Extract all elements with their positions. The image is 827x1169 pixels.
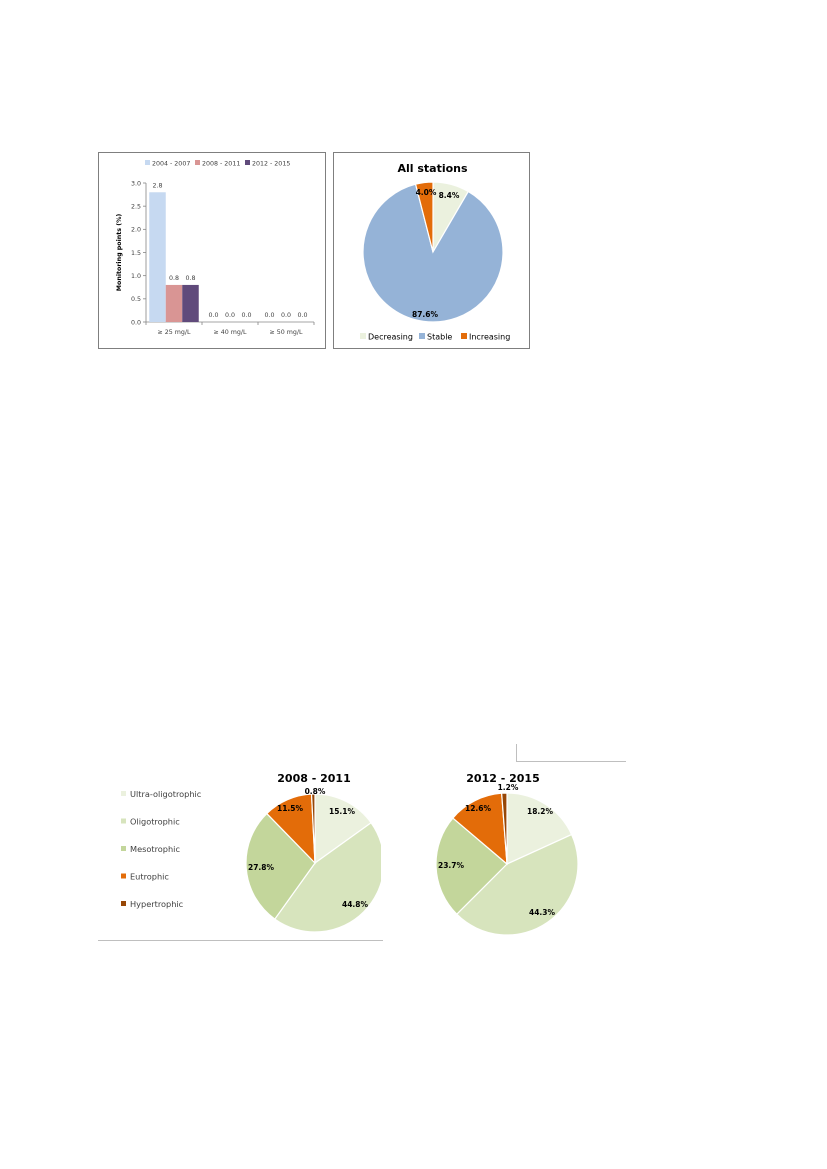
- slice-label: 4.0%: [416, 188, 437, 197]
- pie-slice: [362, 183, 504, 323]
- pie-slice: [310, 793, 316, 864]
- slice-label: 18.2%: [527, 807, 554, 816]
- divider-line: [516, 744, 517, 762]
- legend-label: Mesotrophic: [130, 844, 180, 854]
- pie-slice: [501, 792, 508, 865]
- pie-slice: [452, 792, 508, 866]
- legend-label: Increasing: [469, 333, 510, 342]
- y-tick-label: 1.0: [131, 273, 141, 280]
- legend-label: Decreasing: [368, 333, 413, 342]
- y-tick-label: 0.0: [131, 319, 141, 326]
- legend-label: 2008 - 2011: [202, 161, 240, 168]
- slice-label: 44.8%: [342, 900, 369, 909]
- bar: [182, 284, 199, 322]
- legend-label: 2012 - 2015: [252, 161, 290, 168]
- all-stations-pie-chart: All stations 8.4% 87.6% 4.0% Decreasing Stabl…: [360, 162, 510, 342]
- all-stations-pie-panel: All stations 8.4% 87.6% 4.0% Decreasing Stabl…: [333, 152, 530, 349]
- legend-swatch: [121, 901, 126, 906]
- legend-swatch: [419, 333, 425, 339]
- divider-line: [98, 940, 383, 941]
- bar-value-label: 0.0: [281, 312, 291, 319]
- bar-value-label: 0.0: [225, 312, 235, 319]
- slice-label: 1.2%: [498, 783, 519, 792]
- slice-label: 23.7%: [438, 861, 465, 870]
- chart-title: 2008 - 2011: [277, 772, 350, 785]
- legend-swatch: [195, 160, 200, 165]
- slice-label: 44.3%: [529, 908, 556, 917]
- bar-chart-panel: 2004 - 2007 2008 - 2011 2012 - 2015 0.0 0.5 1…: [98, 152, 326, 349]
- bar: [149, 192, 166, 322]
- legend-swatch: [121, 846, 126, 851]
- legend-swatch: [121, 873, 126, 879]
- legend-label: Stable: [427, 333, 452, 342]
- pie-slice: [414, 181, 434, 253]
- slice-label: 87.6%: [412, 310, 439, 319]
- pie-2012-2015: [435, 792, 579, 936]
- legend-swatch: [461, 333, 467, 339]
- y-tick-label: 1.5: [131, 250, 141, 257]
- pie-slice: [245, 812, 316, 920]
- bar-value-label: 0.8: [169, 275, 179, 282]
- x-tick-label: ≥ 40 mg/L: [213, 329, 247, 336]
- legend-swatch: [121, 818, 126, 824]
- legend-label: Hypertrophic: [130, 899, 183, 909]
- y-tick-label: 2.0: [131, 227, 141, 234]
- y-axis-label: Monitoring points (%): [116, 214, 123, 292]
- slice-label: 15.1%: [329, 807, 356, 816]
- bar: [165, 284, 183, 322]
- trophic-pies-chart: Ultra-oligotrophic Oligotrophic Mesotrophi…: [121, 772, 579, 936]
- y-tick-label: 0.5: [131, 296, 141, 303]
- pie-slice: [435, 817, 508, 916]
- legend-swatch: [245, 160, 250, 165]
- y-tick-label: 2.5: [131, 203, 141, 210]
- pie-2008-2011: [245, 793, 381, 933]
- y-tick-label: 3.0: [131, 180, 141, 187]
- slice-label: 11.5%: [277, 804, 304, 813]
- legend-swatch: [145, 160, 150, 165]
- bar-value-label: 2.8: [152, 182, 162, 189]
- bar-value-label: 0.8: [185, 275, 195, 282]
- pie-slice: [506, 792, 573, 865]
- pie-slice: [314, 793, 372, 865]
- chart-title: 2012 - 2015: [466, 772, 539, 785]
- pie-slice: [455, 833, 579, 936]
- legend-label: Oligotrophic: [130, 817, 180, 827]
- legend-label: Ultra-oligotrophic: [130, 789, 201, 799]
- legend-label: Eutrophic: [130, 872, 169, 882]
- slice-label: 8.4%: [439, 191, 460, 200]
- x-tick-label: ≥ 50 mg/L: [269, 329, 303, 336]
- bar-chart: 2004 - 2007 2008 - 2011 2012 - 2015 0.0 0.5 1…: [116, 160, 315, 336]
- chart-title: All stations: [397, 162, 468, 175]
- slice-label: 0.8%: [305, 787, 326, 796]
- pie-slice: [273, 821, 381, 933]
- bar-value-label: 0.0: [241, 312, 251, 319]
- bar-value-label: 0.0: [208, 312, 218, 319]
- divider-line: [516, 761, 626, 762]
- legend-label: 2004 - 2007: [152, 161, 190, 168]
- slice-label: 12.6%: [465, 804, 492, 813]
- bar-value-label: 0.0: [297, 312, 307, 319]
- x-tick-label: ≥ 25 mg/L: [157, 329, 191, 336]
- legend-swatch: [360, 333, 366, 339]
- legend-swatch: [121, 791, 126, 796]
- bar-value-label: 0.0: [264, 312, 274, 319]
- slice-label: 27.8%: [248, 863, 275, 872]
